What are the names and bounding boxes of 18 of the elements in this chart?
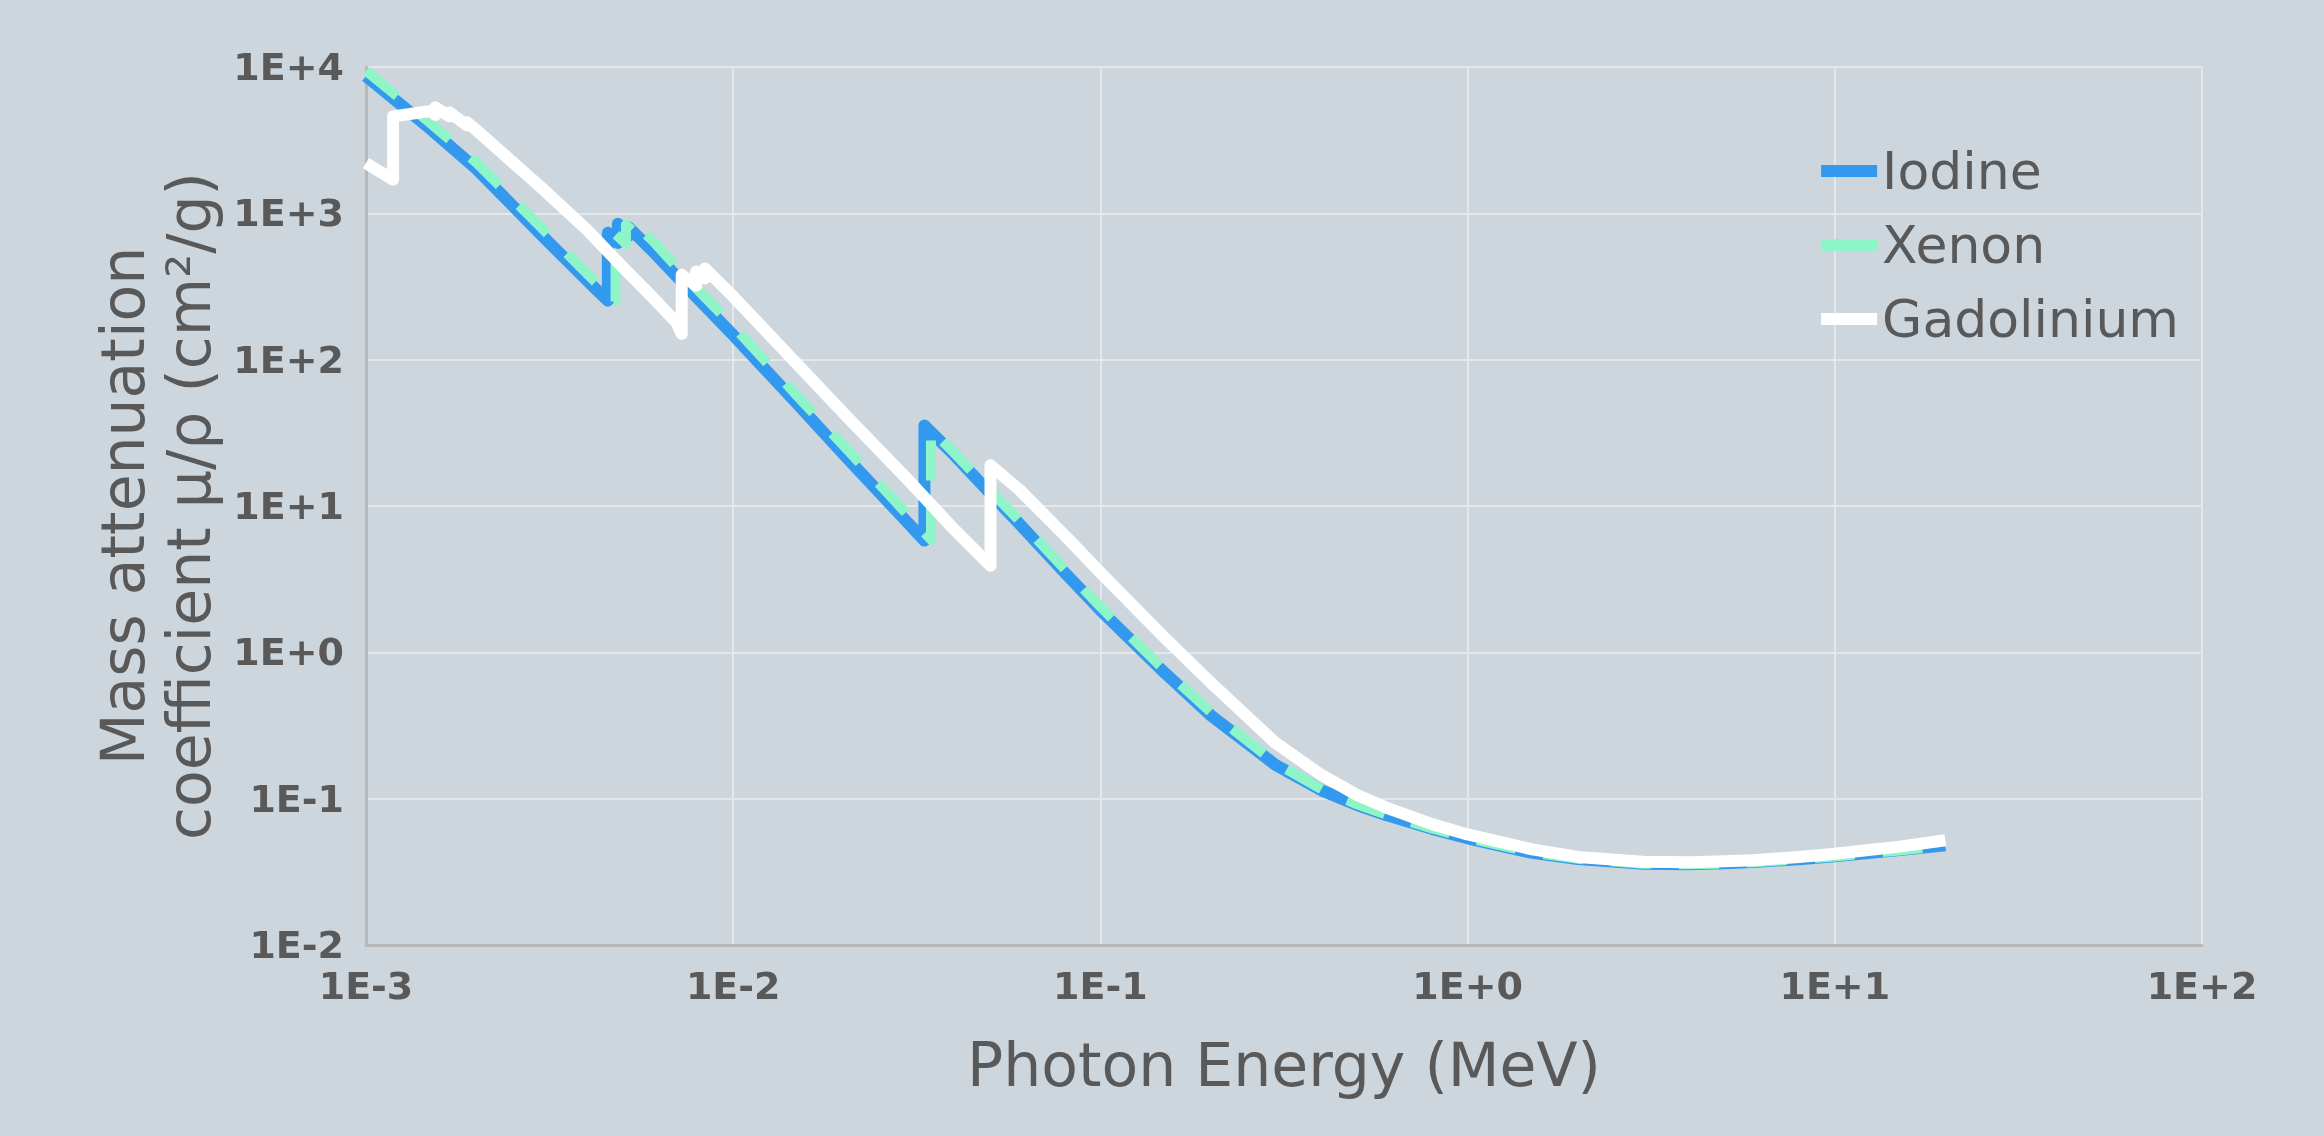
y-tick-label: 1E+0: [233, 630, 344, 675]
legend-label: Iodine: [1882, 141, 2042, 201]
y-tick-label: 1E-1: [249, 776, 344, 821]
x-tick-label: 1E-1: [1053, 964, 1148, 1008]
x-tick-label: 1E-3: [318, 964, 414, 1008]
y-tick-label: 1E+3: [233, 191, 344, 236]
y-tick-label: 1E-2: [249, 923, 344, 967]
x-tick-label: 1E+1: [1779, 964, 1891, 1008]
legend-label: Gadolinium: [1882, 289, 2180, 349]
x-tick-label: 1E+0: [1412, 964, 1523, 1008]
legend-label: Xenon: [1882, 215, 2046, 275]
x-tick-label: 1E-2: [685, 964, 781, 1008]
y-tick-label: 1E+2: [233, 337, 344, 382]
y-axis-title: Mass attenuation coefficient μ/ρ (cm²/g): [88, 172, 225, 840]
y-tick-label: 1E+1: [233, 484, 344, 528]
x-axis-title: Photon Energy (MeV): [967, 1030, 1601, 1100]
y-tick-label: 1E+4: [233, 45, 344, 89]
x-tick-label: 1E+2: [2146, 964, 2258, 1008]
